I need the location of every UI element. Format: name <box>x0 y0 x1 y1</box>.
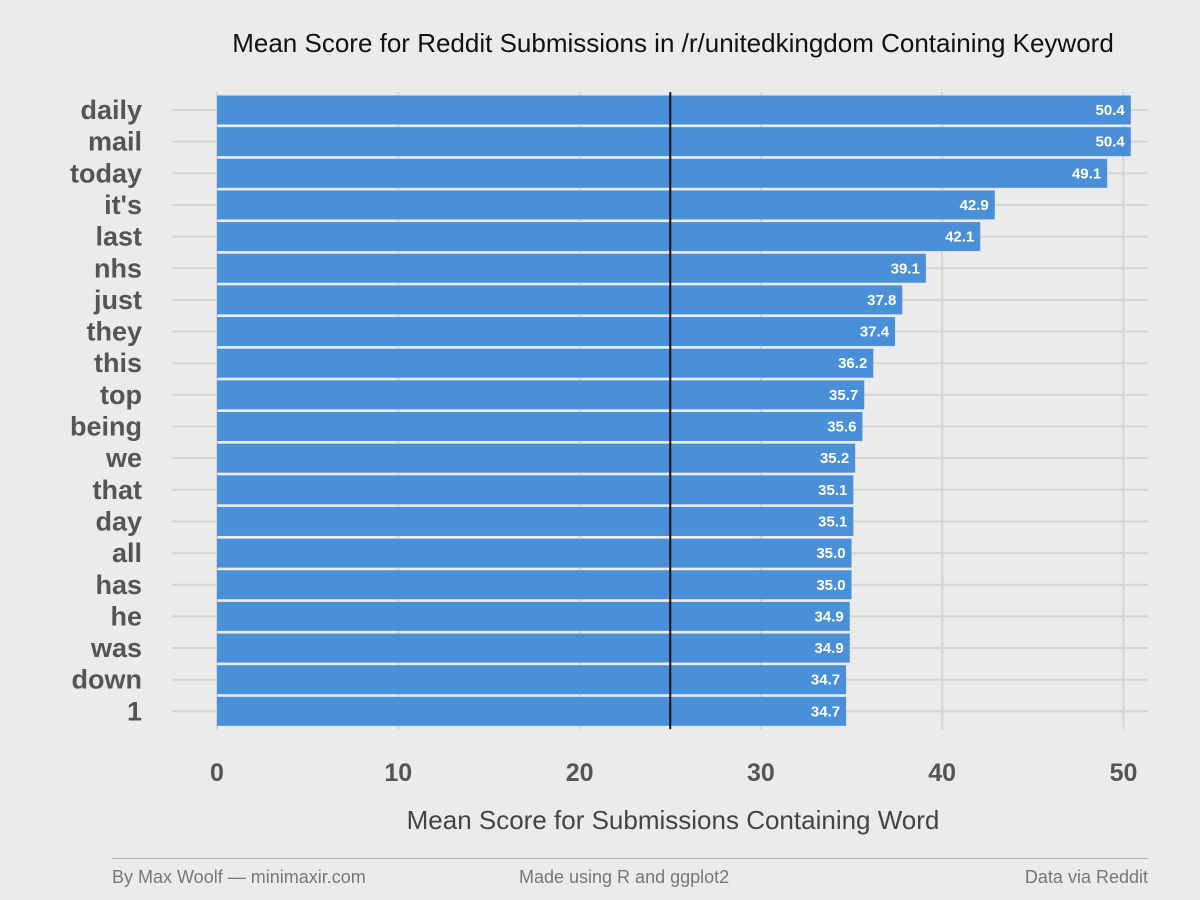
category-label: all <box>112 538 142 568</box>
bar <box>217 222 981 252</box>
data-label: 34.9 <box>815 608 844 625</box>
category-label: day <box>95 506 142 536</box>
category-label: mail <box>88 127 142 157</box>
data-label: 37.8 <box>867 292 896 309</box>
data-label: 49.1 <box>1072 165 1101 182</box>
category-label: daily <box>80 95 142 125</box>
bars <box>217 95 1131 726</box>
x-tick-label: 20 <box>566 759 594 787</box>
x-tick-label: 50 <box>1110 759 1138 787</box>
data-label: 37.4 <box>860 324 890 341</box>
category-label: today <box>70 158 142 188</box>
data-label: 35.0 <box>816 577 845 594</box>
footer-credit: By Max Woolf — minimaxir.com <box>112 867 366 887</box>
bar <box>217 538 852 568</box>
data-label: 35.6 <box>827 419 856 436</box>
x-tick-label: 40 <box>928 759 956 787</box>
bar <box>217 475 854 505</box>
data-label: 50.4 <box>1096 102 1126 119</box>
bar <box>217 633 850 663</box>
bar <box>217 570 852 600</box>
data-label: 35.7 <box>829 387 858 404</box>
data-label: 34.9 <box>815 640 844 657</box>
chart-title: Mean Score for Reddit Submissions in /r/… <box>232 28 1114 58</box>
category-label: they <box>86 317 142 347</box>
data-labels: 50.4 50.4 49.1 42.9 42.1 39.1 37.8 37.4 36.2 35.7… <box>811 102 1125 720</box>
category-label: down <box>72 665 142 695</box>
bar <box>217 506 854 536</box>
x-tick-label: 30 <box>747 759 775 787</box>
footer-tool: Made using R and ggplot2 <box>519 867 730 887</box>
bar <box>217 348 874 378</box>
bar <box>217 95 1131 125</box>
category-label: has <box>95 570 142 600</box>
bar <box>217 285 903 315</box>
category-label: last <box>95 222 142 252</box>
data-label: 35.0 <box>816 545 845 562</box>
x-tick-label: 0 <box>210 759 224 787</box>
bar <box>217 317 896 347</box>
footer: By Max Woolf — minimaxir.com Made using … <box>112 858 1148 887</box>
x-tick-label: 10 <box>384 759 412 787</box>
bar <box>217 443 856 473</box>
bar <box>217 412 863 441</box>
footer-source: Data via Reddit <box>1024 867 1148 887</box>
category-label: 1 <box>127 696 142 726</box>
bar <box>217 190 995 220</box>
bar <box>217 158 1108 188</box>
bar <box>217 380 865 410</box>
data-label: 35.2 <box>820 450 849 467</box>
category-label: this <box>94 348 142 378</box>
category-label: top <box>100 380 142 410</box>
data-label: 34.7 <box>811 703 840 720</box>
x-tick-labels: 0 10 20 30 40 50 <box>210 759 1137 787</box>
data-label: 36.2 <box>838 355 867 372</box>
category-labels: dailymailtodayit'slastnhsjusttheythistop… <box>70 95 142 726</box>
bar <box>217 253 926 283</box>
data-label: 50.4 <box>1096 134 1126 151</box>
category-label: that <box>93 475 143 505</box>
bar <box>217 127 1131 157</box>
category-label: was <box>90 633 142 663</box>
category-label: being <box>70 412 142 442</box>
data-label: 39.1 <box>891 260 920 277</box>
category-label: he <box>110 601 142 631</box>
bar <box>217 601 850 631</box>
data-label: 35.1 <box>818 482 847 499</box>
data-label: 42.1 <box>945 229 974 246</box>
data-label: 42.9 <box>960 197 989 214</box>
category-label: nhs <box>94 253 142 283</box>
category-label: it's <box>104 190 142 220</box>
bar <box>217 696 847 726</box>
x-axis-title: Mean Score for Submissions Containing Wo… <box>407 805 940 835</box>
category-label: we <box>105 443 142 473</box>
data-label: 35.1 <box>818 513 847 530</box>
category-label: just <box>93 285 142 315</box>
data-label: 34.7 <box>811 672 840 689</box>
bar <box>217 665 847 695</box>
